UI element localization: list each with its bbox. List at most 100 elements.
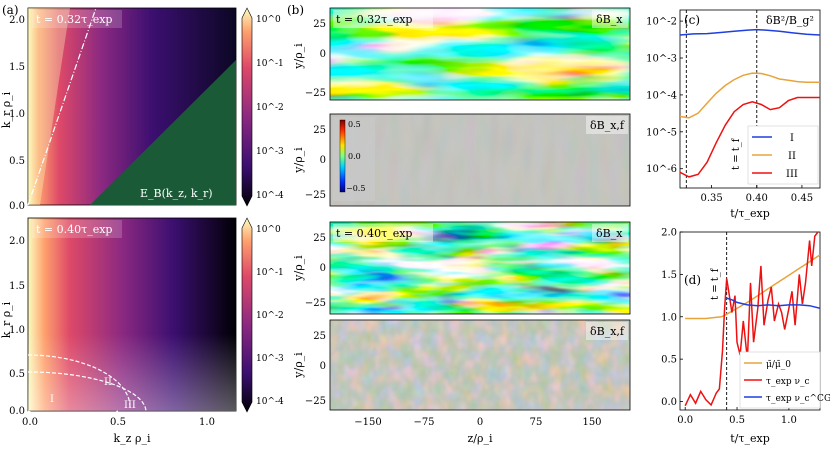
field-map-top: t = 0.32τ_exp δB_x xyxy=(329,7,631,101)
panel-c-series-line-1 xyxy=(680,28,820,36)
svg-text:25: 25 xyxy=(313,331,326,342)
panel-d-ticks: 0.0 0.5 1.0 0.0 0.5 1.0 1.5 2.0 xyxy=(661,228,797,427)
panel-d-annotation: t = t_f xyxy=(710,267,721,300)
field-label-bottom: δB_x xyxy=(596,227,623,240)
filtered-label-bottom: δB_x,f xyxy=(590,325,625,338)
panel-b-ylabel-3: y/ρ_i xyxy=(292,255,305,282)
panel-a-ylabel-top: k_r ρ_i xyxy=(0,91,13,128)
svg-text:10^-4: 10^-4 xyxy=(256,397,284,407)
svg-text:−25: −25 xyxy=(305,190,326,201)
panel-d-ytick-label: 1.5 xyxy=(661,270,677,281)
panel-a-label: (a) xyxy=(2,3,19,17)
panel-a-colorbar-bottom: 10^0 10^-1 10^-2 10^-3 10^-4 xyxy=(241,217,284,413)
panel-d-series-line-2 xyxy=(684,232,819,407)
svg-text:0: 0 xyxy=(320,155,326,166)
svg-text:−75: −75 xyxy=(413,417,434,428)
panel-d-xlabel: t/τ_exp xyxy=(730,432,769,445)
legend-label-iii: III xyxy=(786,169,798,180)
svg-text:0.0: 0.0 xyxy=(9,201,25,212)
svg-text:10^-1: 10^-1 xyxy=(256,59,284,69)
panel-b-top-time: t = 0.32τ_exp xyxy=(336,13,412,26)
svg-text:0: 0 xyxy=(477,417,483,428)
panel-b-ylabel-2: y/ρ_i xyxy=(292,147,305,174)
panel-c-xtick-label: 0.35 xyxy=(700,193,722,204)
panel-c-legend: I II III xyxy=(747,125,819,185)
filtered-label-top: δB_x,f xyxy=(590,119,625,132)
filtered-map-top: 0.5 0.0 −0.5 δB_x,f xyxy=(329,113,631,207)
panel-d-xtick-label: 0.0 xyxy=(677,415,693,426)
svg-text:1.5: 1.5 xyxy=(9,281,25,292)
region-label-i: I xyxy=(50,394,54,405)
panel-a-bottom-time: t = 0.40τ_exp xyxy=(36,223,112,236)
field-label-top: δB_x xyxy=(596,13,623,26)
legend-label-mu: μ̄/μ̄_0 xyxy=(766,360,791,370)
svg-text:1.0: 1.0 xyxy=(199,417,215,428)
field-colorbar xyxy=(339,119,346,193)
panel-c-ytick-label: 10^-3 xyxy=(646,54,677,65)
svg-text:0: 0 xyxy=(320,49,326,60)
svg-text:10^-3: 10^-3 xyxy=(256,354,284,364)
svg-text:0.0: 0.0 xyxy=(348,152,361,161)
panel-a-xlabel: k_z ρ_i xyxy=(114,432,151,445)
panel-d-series xyxy=(684,232,820,407)
panel-c-ytick-label: 10^-6 xyxy=(646,164,677,175)
panel-d-series-line-1 xyxy=(685,254,820,320)
field-colorbar-ticks: 0.5 0.0 −0.5 xyxy=(346,120,365,193)
svg-text:0: 0 xyxy=(320,263,326,274)
panel-d-axes xyxy=(679,231,821,411)
svg-text:150: 150 xyxy=(582,417,601,428)
svg-text:0.0: 0.0 xyxy=(22,417,38,428)
spectrum-label: E_B(k_z, k_r) xyxy=(140,187,213,200)
panel-c-series-line-3 xyxy=(680,96,820,178)
svg-text:1.0: 1.0 xyxy=(9,109,25,120)
region-i-boundary xyxy=(27,410,119,420)
panel-c-xtick-label: 0.40 xyxy=(746,193,768,204)
panel-c-xlabel: t/τ_exp xyxy=(730,207,769,220)
panel-d-xtick-label: 1.0 xyxy=(781,415,797,426)
legend-label-ii: II xyxy=(788,151,796,162)
svg-text:10^0: 10^0 xyxy=(256,225,281,235)
panel-c-series xyxy=(680,28,820,178)
panel-b-label: (b) xyxy=(287,3,304,17)
panel-d-ytick-label: 2.0 xyxy=(661,228,677,239)
panel-d-ytick-label: 1.0 xyxy=(661,312,677,323)
svg-text:10^-3: 10^-3 xyxy=(256,147,284,157)
colorbar-ticks: 10^0 10^-1 10^-2 10^-3 10^-4 xyxy=(256,15,284,201)
panel-a-bottom-spectrum: t = 0.40τ_exp I II III xyxy=(27,217,237,420)
svg-text:0: 0 xyxy=(320,361,326,372)
svg-text:25: 25 xyxy=(313,125,326,136)
panel-a: (a) t = 0.32τ_exp E_B(k_z, k_r) t = 0.40… xyxy=(0,3,284,445)
svg-text:0.5: 0.5 xyxy=(9,369,25,380)
panel-d-series-line-3 xyxy=(726,297,820,310)
svg-text:2.0: 2.0 xyxy=(9,236,25,247)
field-map-bottom: t = 0.40τ_exp δB_x xyxy=(329,221,631,315)
svg-text:1.0: 1.0 xyxy=(9,325,25,336)
legend-label-nucgl: τ_exp ν_c^CGL xyxy=(766,394,830,404)
panel-c-ytick-label: 10^-4 xyxy=(646,90,677,101)
svg-text:−150: −150 xyxy=(354,417,381,428)
svg-text:−25: −25 xyxy=(305,298,326,309)
region-ii-boundary xyxy=(27,354,131,408)
panel-c-annotation: t = t_f xyxy=(731,137,742,170)
svg-text:−25: −25 xyxy=(305,396,326,407)
panel-c-axes xyxy=(679,9,821,189)
colorbar-ticks: 10^0 10^-1 10^-2 10^-3 10^-4 xyxy=(256,225,284,407)
svg-text:10^-2: 10^-2 xyxy=(256,103,284,113)
svg-text:10^-2: 10^-2 xyxy=(256,311,284,321)
region-iii-boundary xyxy=(27,371,147,412)
svg-text:−0.5: −0.5 xyxy=(346,184,365,193)
panel-d: (d) t = t_f t/τ_exp 0.0 0.5 1.0 0.0 0.5 1.0 1.… xyxy=(661,228,830,446)
svg-text:10^-4: 10^-4 xyxy=(256,191,284,201)
panel-d-xtick-label: 0.5 xyxy=(729,415,745,426)
panel-c-ytick-label: 10^-5 xyxy=(646,127,677,138)
svg-text:0.5: 0.5 xyxy=(348,120,361,129)
panel-c-ticks: 0.35 0.40 0.45 10^-2 10^-3 10^-4 10^-5 10^-6 xyxy=(646,17,813,204)
svg-text:25: 25 xyxy=(313,19,326,30)
panel-b-xlabel: z/ρ_i xyxy=(468,432,493,445)
panel-b-xticks: −150 −75 0 75 150 xyxy=(354,417,601,428)
panel-a-yticks: 2.0 1.5 1.0 0.5 0.0 2.0 1.5 1.0 0.5 0.0 xyxy=(9,15,25,417)
svg-text:10^-1: 10^-1 xyxy=(256,268,284,278)
panel-d-ytick-label: 0.5 xyxy=(661,355,677,366)
panel-c-title: δB²/B_g² xyxy=(766,14,814,27)
